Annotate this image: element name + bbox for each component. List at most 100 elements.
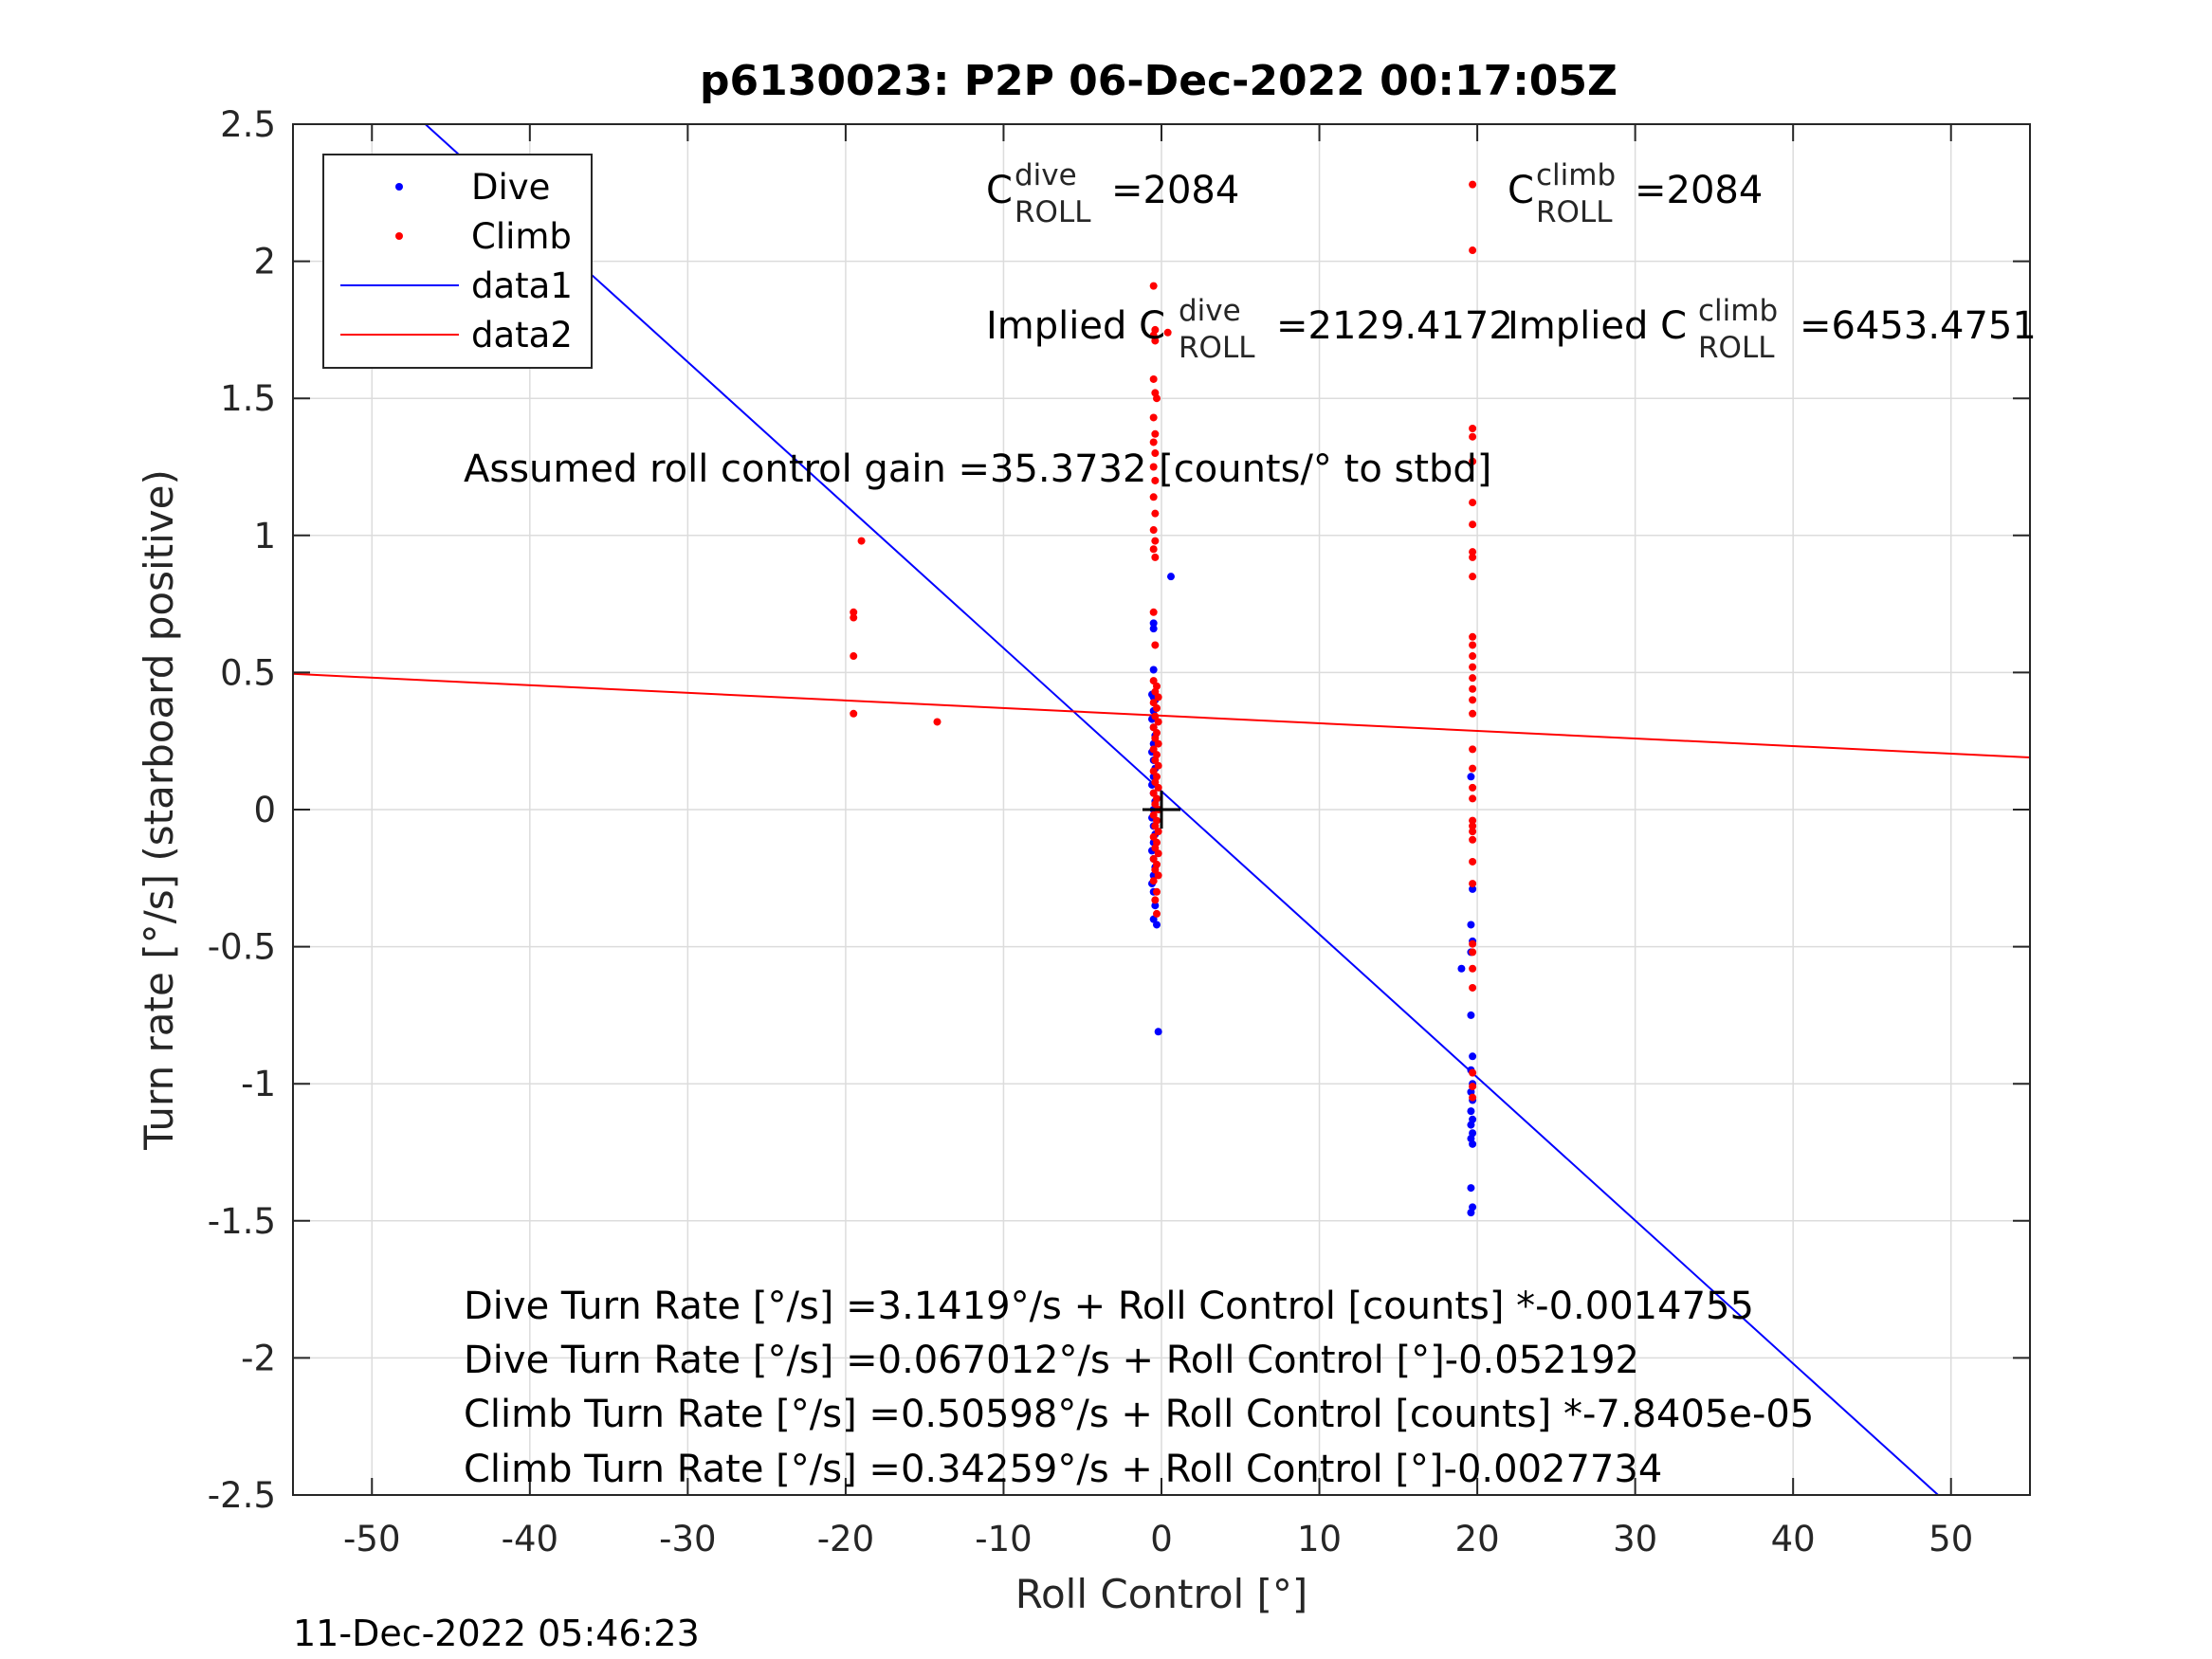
legend-data2-label: data2 — [471, 315, 573, 356]
y-tick-label: -1.5 — [208, 1201, 276, 1242]
y-tick-label: 2.5 — [220, 104, 276, 145]
legend-climb-label: Climb — [471, 216, 572, 257]
climb-point — [933, 718, 941, 726]
climb-point — [857, 537, 866, 545]
annotation-implied-dive: Implied C dive ROLL =2129.4172 — [986, 294, 1513, 365]
climb-point — [1469, 432, 1477, 441]
implied-dive-value: =2129.4172 — [1276, 304, 1513, 348]
implied-climb-value: =6453.4751 — [1800, 304, 2037, 348]
x-tick-label: 10 — [1297, 1519, 1342, 1559]
annotation-implied-climb: Implied C climb ROLL =6453.4751 — [1508, 294, 2037, 365]
climb-point — [1149, 545, 1158, 554]
climb-point — [1153, 887, 1161, 896]
climb-point — [1469, 1093, 1477, 1102]
annotation-c-roll-dive: C dive ROLL =2084 — [986, 158, 1239, 229]
climb-point — [1149, 463, 1158, 471]
dive-point — [1153, 921, 1161, 929]
climb-point — [1149, 438, 1158, 447]
x-tick-label: -50 — [343, 1519, 400, 1559]
implied-dive-sup: dive — [1179, 294, 1241, 328]
climb-point — [1154, 718, 1162, 726]
dive-point — [1151, 902, 1160, 910]
climb-point — [1154, 849, 1162, 858]
climb-point — [1469, 457, 1477, 465]
implied-climb-prefix: Implied C — [1508, 304, 1687, 348]
y-tick-label: 0 — [253, 790, 276, 830]
dive-point — [1457, 964, 1466, 973]
climb-point — [1154, 783, 1162, 792]
y-tick-label: 1 — [253, 516, 276, 556]
climb-point — [1469, 180, 1477, 189]
c-roll-climb-value: =2084 — [1635, 169, 1763, 212]
climb-point — [1469, 709, 1477, 718]
dive-point — [1154, 1028, 1162, 1036]
climb-point — [850, 608, 858, 616]
climb-point — [1469, 983, 1477, 992]
y-axis-label: Turn rate [°/s] (starboard positive) — [136, 469, 182, 1151]
y-tick-label: 0.5 — [220, 652, 276, 693]
climb-point — [1154, 761, 1162, 770]
implied-climb-sub: ROLL — [1698, 331, 1775, 365]
legend-climb-swatch — [395, 232, 403, 240]
climb-point — [1149, 832, 1158, 841]
climb-point — [1149, 282, 1158, 290]
climb-point — [1469, 828, 1477, 836]
climb-point — [1154, 871, 1162, 880]
climb-point — [1469, 573, 1477, 581]
climb-point — [1151, 476, 1160, 484]
y-tick-label: -1 — [241, 1064, 276, 1104]
climb-point — [1151, 337, 1160, 345]
climb-point — [1153, 909, 1161, 918]
timestamp: 11-Dec-2022 05:46:23 — [293, 1613, 700, 1654]
fit-text-climb-degrees: Climb Turn Rate [°/s] =0.34259°/s + Roll… — [464, 1448, 1662, 1491]
legend-dive-swatch — [395, 183, 403, 191]
climb-point — [1469, 632, 1477, 641]
climb-point — [1149, 767, 1158, 775]
x-tick-label: 50 — [1929, 1519, 1973, 1559]
climb-point — [1149, 789, 1158, 797]
climb-point — [1151, 844, 1160, 852]
climb-point — [1151, 449, 1160, 458]
climb-point — [1154, 693, 1162, 702]
climb-point — [1151, 800, 1160, 809]
climb-point — [1469, 835, 1477, 844]
fit-text-climb-counts: Climb Turn Rate [°/s] =0.50598°/s + Roll… — [464, 1393, 1814, 1436]
climb-point — [1153, 394, 1161, 403]
dive-point — [1467, 1107, 1475, 1116]
climb-point — [1469, 745, 1477, 754]
fit-text-dive-degrees: Dive Turn Rate [°/s] =0.067012°/s + Roll… — [464, 1339, 1639, 1382]
c-roll-climb-sub: ROLL — [1536, 195, 1613, 229]
climb-point — [1151, 866, 1160, 874]
climb-point — [1149, 877, 1158, 885]
dive-point — [1166, 573, 1175, 581]
legend-box — [322, 154, 593, 369]
implied-climb-sup: climb — [1698, 294, 1778, 328]
x-tick-label: 20 — [1455, 1519, 1500, 1559]
climb-point — [1151, 756, 1160, 764]
dive-point — [1467, 921, 1475, 929]
legend-data1-label: data1 — [471, 265, 573, 306]
y-tick-label: 2 — [253, 242, 276, 283]
y-tick-label: 1.5 — [220, 378, 276, 419]
dive-point — [1149, 665, 1158, 674]
climb-point — [1149, 526, 1158, 535]
climb-point — [1151, 641, 1160, 649]
climb-point — [1469, 663, 1477, 671]
fit-text-dive-counts: Dive Turn Rate [°/s] =3.1419°/s + Roll C… — [464, 1285, 1754, 1328]
climb-point — [1151, 429, 1160, 438]
dive-point — [1467, 1011, 1475, 1019]
climb-point — [1469, 548, 1477, 556]
climb-point — [1469, 499, 1477, 507]
center-marker — [1143, 791, 1180, 829]
climb-point — [1149, 493, 1158, 501]
climb-point — [1469, 553, 1477, 561]
climb-point — [1163, 328, 1172, 337]
c-roll-dive-sup: dive — [1015, 158, 1077, 192]
climb-point — [1469, 652, 1477, 661]
implied-dive-sub: ROLL — [1179, 331, 1255, 365]
climb-point — [1469, 794, 1477, 803]
x-tick-label: -20 — [817, 1519, 874, 1559]
climb-point — [1149, 811, 1158, 819]
dive-point — [1149, 625, 1158, 633]
climb-point — [1469, 964, 1477, 973]
